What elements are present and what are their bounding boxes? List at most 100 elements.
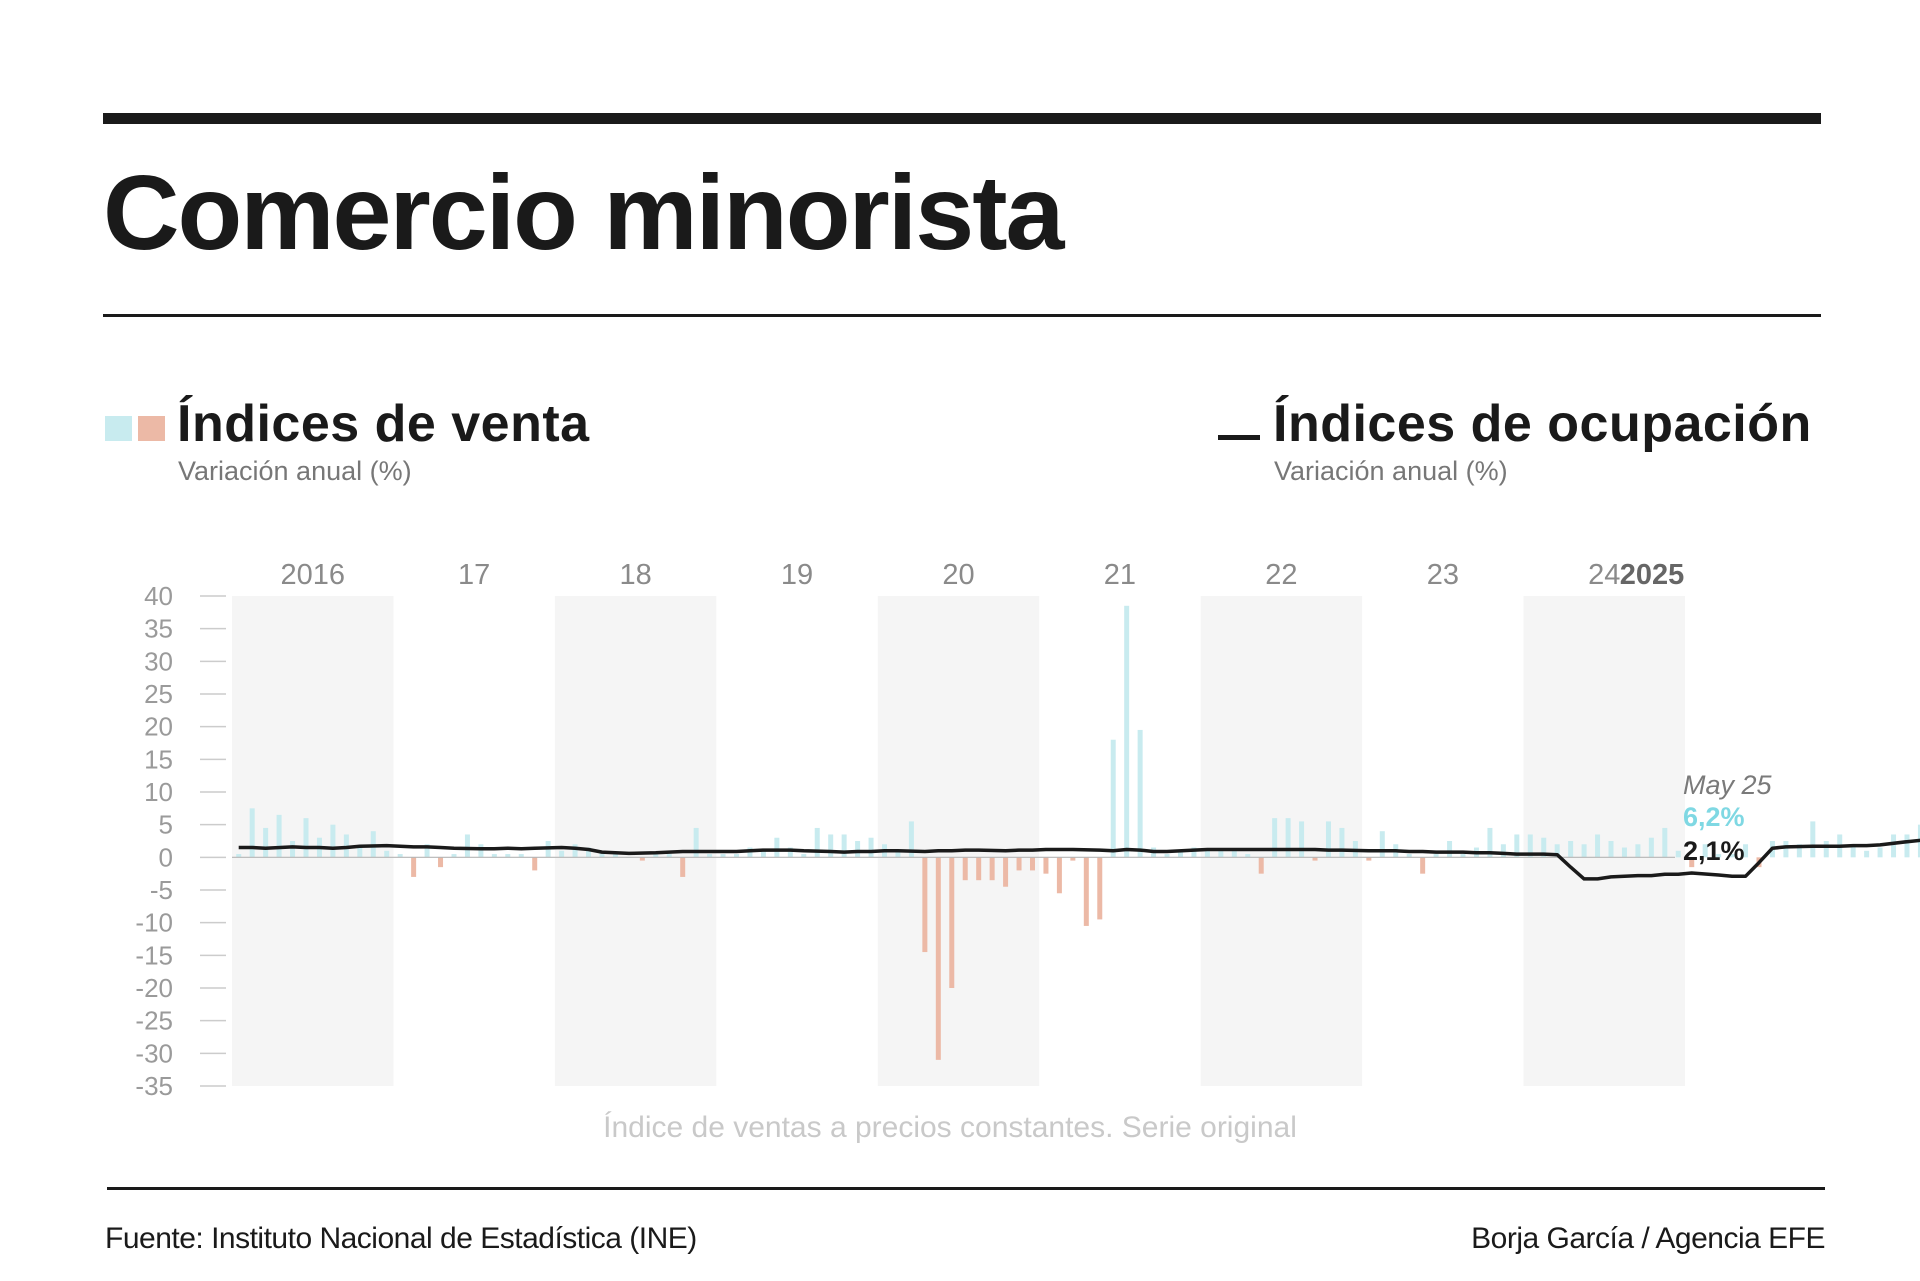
sales-bar-negative bbox=[1097, 857, 1103, 920]
sales-bar-negative bbox=[411, 857, 417, 877]
sales-bar-positive bbox=[1568, 841, 1574, 858]
sales-bar-negative bbox=[949, 857, 955, 988]
sales-bar-negative bbox=[1003, 857, 1009, 887]
year-label: 23 bbox=[1427, 559, 1459, 591]
sales-bar-negative bbox=[1043, 857, 1049, 874]
sales-bar-positive bbox=[330, 824, 336, 858]
sales-bar-positive bbox=[1231, 850, 1237, 858]
legend-swatch-positive bbox=[105, 416, 132, 441]
legend-swatch-negative bbox=[138, 416, 165, 441]
year-band bbox=[877, 596, 1040, 1086]
sales-bar-positive bbox=[1124, 605, 1130, 858]
sales-bar-positive bbox=[1339, 827, 1345, 858]
sales-bar-positive bbox=[491, 854, 497, 858]
sales-bar-positive bbox=[1648, 837, 1654, 858]
title-rule bbox=[103, 314, 1821, 317]
sales-bar-positive bbox=[464, 834, 470, 858]
employment-line bbox=[238, 838, 1920, 881]
sales-bar-positive bbox=[855, 841, 861, 858]
sales-bar-positive bbox=[895, 850, 901, 858]
sales-bar-positive bbox=[1864, 850, 1870, 858]
sales-bar-positive bbox=[236, 854, 242, 858]
y-tick-label: 30 bbox=[144, 646, 173, 676]
sales-bar-positive bbox=[908, 821, 914, 858]
sales-bar-negative bbox=[1029, 857, 1035, 871]
sales-bar-positive bbox=[1823, 841, 1829, 858]
sales-bar-positive bbox=[1177, 850, 1183, 858]
sales-bar-positive bbox=[1487, 827, 1493, 858]
sales-bar-positive bbox=[1904, 834, 1910, 858]
page-title: Comercio minorista bbox=[103, 154, 1064, 272]
legend-sales-subtitle: Variación anual (%) bbox=[178, 456, 412, 486]
sales-bar-positive bbox=[290, 841, 296, 858]
year-label: 2025 bbox=[1620, 559, 1685, 591]
sales-bar-negative bbox=[1420, 857, 1426, 874]
sales-bar-positive bbox=[707, 854, 713, 858]
sales-bar-positive bbox=[828, 834, 834, 858]
sales-bar-positive bbox=[1514, 834, 1520, 858]
y-tick-label: -5 bbox=[150, 875, 173, 905]
last-sales-value: 6,2% bbox=[1683, 802, 1745, 832]
y-tick-label: 10 bbox=[144, 777, 173, 807]
sales-bar-negative bbox=[935, 857, 941, 1060]
sales-bar-positive bbox=[774, 837, 780, 858]
sales-bar-negative bbox=[1083, 857, 1089, 926]
y-tick-label: -25 bbox=[135, 1006, 173, 1036]
sales-bar-positive bbox=[1581, 844, 1587, 858]
sales-bar-positive bbox=[653, 854, 659, 858]
sales-bar-positive bbox=[384, 850, 390, 858]
sales-bar-positive bbox=[586, 847, 592, 858]
sales-bar-positive bbox=[760, 850, 766, 858]
sales-bar-positive bbox=[720, 854, 726, 858]
legend-employment-subtitle: Variación anual (%) bbox=[1274, 456, 1508, 486]
sales-bar-positive bbox=[1110, 739, 1116, 858]
sales-bar-positive bbox=[559, 850, 565, 858]
sales-bar-positive bbox=[1621, 847, 1627, 858]
sales-bar-negative bbox=[1312, 857, 1318, 861]
sales-bar-positive bbox=[1891, 834, 1897, 858]
sales-bar-positive bbox=[357, 847, 363, 858]
sales-bar-positive bbox=[1675, 850, 1681, 858]
y-tick-label: 25 bbox=[144, 679, 173, 709]
year-label: 18 bbox=[619, 559, 651, 591]
sales-bar-positive bbox=[1729, 854, 1735, 858]
sales-bar-negative bbox=[438, 857, 444, 868]
y-tick-label: 35 bbox=[144, 614, 173, 644]
y-tick-label: 5 bbox=[159, 810, 173, 840]
year-band bbox=[232, 596, 394, 1086]
y-tick-label: -30 bbox=[135, 1038, 173, 1068]
sales-bar-positive bbox=[1433, 854, 1439, 858]
year-band bbox=[1523, 596, 1685, 1086]
sales-bar-negative bbox=[639, 857, 645, 861]
sales-bar-positive bbox=[505, 854, 511, 858]
sales-bar-positive bbox=[1285, 818, 1291, 858]
last-date-label: May 25 bbox=[1683, 770, 1773, 800]
sales-bar-positive bbox=[1204, 850, 1210, 858]
sales-bar-negative bbox=[922, 857, 928, 953]
y-tick-label: -15 bbox=[135, 940, 173, 970]
sales-bar-negative bbox=[962, 857, 968, 881]
sales-bar-positive bbox=[263, 827, 269, 858]
sales-bar-positive bbox=[801, 854, 807, 858]
sales-bar-positive bbox=[424, 844, 430, 858]
chart-note: Índice de ventas a precios constantes. S… bbox=[603, 1111, 1297, 1144]
footer-credit: Borja García / Agencia EFE bbox=[1471, 1222, 1825, 1255]
sales-bar-positive bbox=[1218, 850, 1224, 858]
sales-bar-positive bbox=[1662, 827, 1668, 858]
sales-bar-negative bbox=[1056, 857, 1062, 894]
sales-bar-positive bbox=[841, 834, 847, 858]
legend-employment-title: Índices de ocupación bbox=[1273, 395, 1812, 453]
sales-bar-positive bbox=[693, 827, 699, 858]
sales-bar-negative bbox=[680, 857, 686, 877]
sales-bar-positive bbox=[276, 814, 282, 858]
sales-bar-negative bbox=[532, 857, 538, 871]
sales-bar-positive bbox=[1783, 841, 1789, 858]
sales-bar-positive bbox=[1447, 841, 1453, 858]
y-tick-label: -10 bbox=[135, 908, 173, 938]
footer-rule bbox=[107, 1187, 1825, 1190]
sales-bar-positive bbox=[303, 818, 309, 858]
sales-bar-positive bbox=[612, 854, 618, 858]
sales-bar-positive bbox=[666, 854, 672, 858]
sales-bar-positive bbox=[1191, 847, 1197, 858]
sales-bar-positive bbox=[1743, 844, 1749, 858]
